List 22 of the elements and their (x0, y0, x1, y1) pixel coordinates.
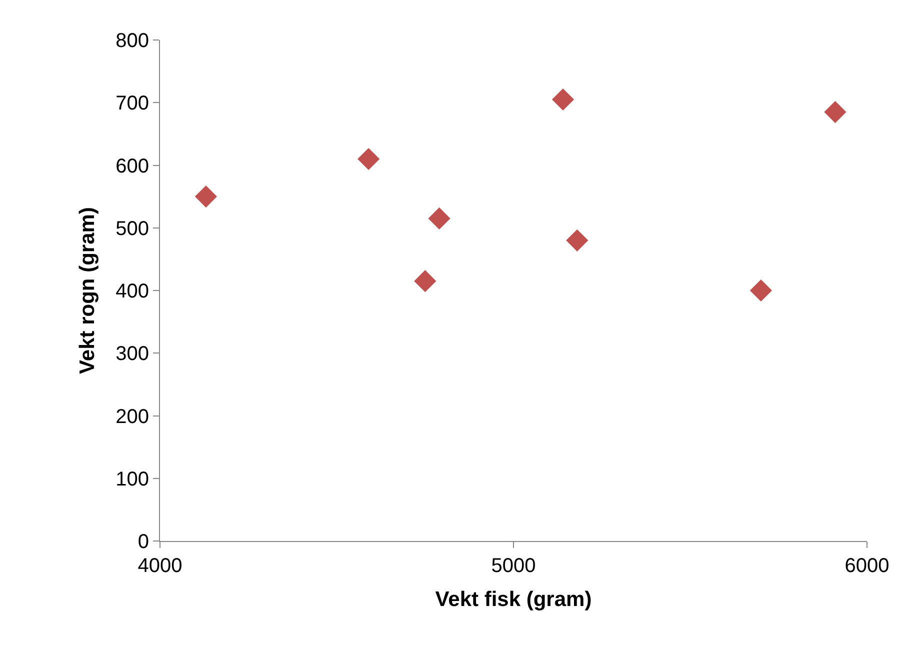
point (552, 88, 574, 111)
point (824, 100, 846, 124)
point (194, 186, 217, 208)
point (358, 148, 380, 170)
y-tick-label: 100 (116, 468, 149, 490)
y-tick-label: 0 (138, 531, 149, 553)
x-tick-label: 5000 (491, 555, 536, 577)
point (566, 229, 588, 252)
point (428, 207, 450, 230)
y-tick-label: 600 (116, 155, 149, 178)
y-tick-label: 800 (116, 30, 149, 52)
y-tick-label: 300 (116, 343, 149, 366)
x-tick-label: 6000 (844, 555, 890, 577)
x-tick-label: 4000 (138, 555, 182, 577)
y-tick-label: 700 (116, 92, 149, 115)
y-tick-label: 200 (116, 406, 149, 428)
x-axis-title: Vekt fisk (gram) (435, 588, 592, 612)
y-tick-label: 500 (116, 218, 149, 240)
y-tick-label: 400 (116, 280, 149, 302)
point (750, 279, 772, 302)
y-axis-title: Vekt rogn (gram) (76, 207, 99, 374)
point (414, 270, 436, 292)
